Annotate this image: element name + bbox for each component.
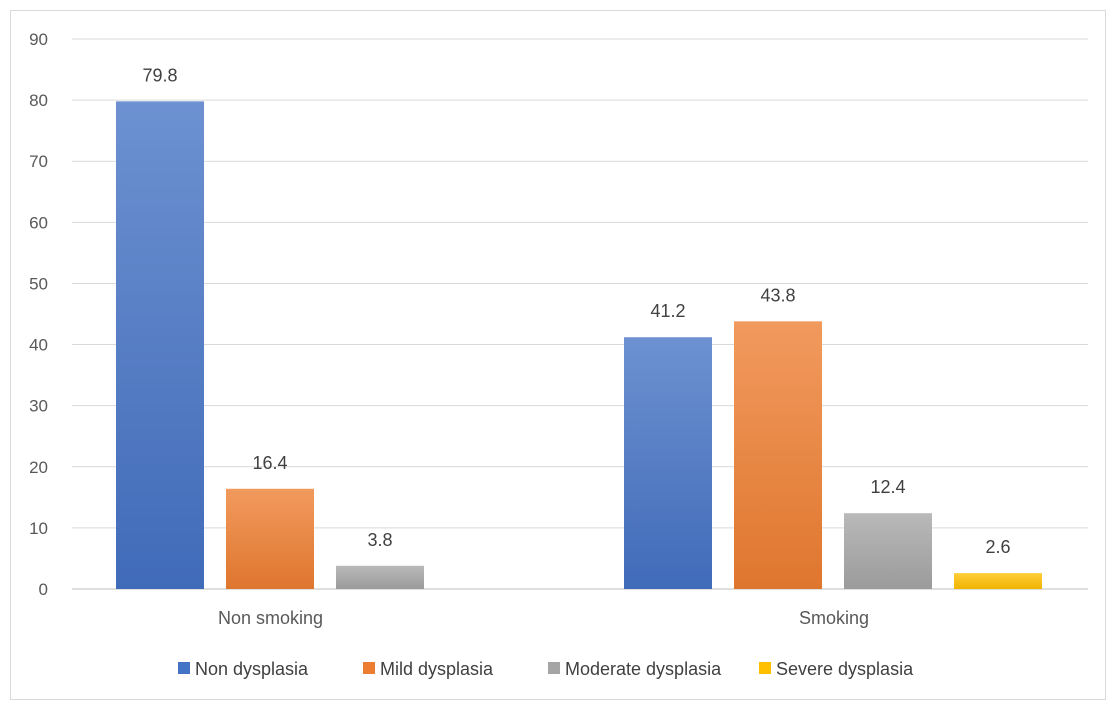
x-category-label: Non smoking bbox=[218, 608, 323, 628]
legend-label: Moderate dysplasia bbox=[565, 659, 722, 679]
legend-swatch bbox=[363, 662, 375, 674]
data-label: 79.8 bbox=[142, 65, 177, 85]
legend-swatch bbox=[759, 662, 771, 674]
legend-item: Severe dysplasia bbox=[759, 659, 914, 679]
legend-swatch bbox=[178, 662, 190, 674]
x-category-label: Smoking bbox=[799, 608, 869, 628]
data-label: 2.6 bbox=[985, 537, 1010, 557]
data-labels: 79.8 16.4 3.8 41.2 43.8 12.4 2.6 bbox=[142, 65, 1010, 557]
bar-moderate-dysplasia bbox=[336, 565, 424, 589]
data-label: 12.4 bbox=[870, 477, 905, 497]
legend: Non dysplasia Mild dysplasia Moderate dysp… bbox=[178, 659, 914, 679]
y-tick-label: 90 bbox=[29, 30, 48, 49]
bar-moderate-dysplasia bbox=[844, 513, 932, 589]
bar-non-dysplasia bbox=[116, 101, 204, 589]
x-axis-category-labels: Non smoking Smoking bbox=[218, 608, 869, 628]
y-tick-label: 60 bbox=[29, 213, 48, 232]
bar-mild-dysplasia bbox=[734, 321, 822, 589]
legend-item: Mild dysplasia bbox=[363, 659, 494, 679]
data-label: 43.8 bbox=[760, 285, 795, 305]
y-tick-label: 50 bbox=[29, 274, 48, 293]
data-label: 16.4 bbox=[252, 453, 287, 473]
legend-item: Non dysplasia bbox=[178, 659, 309, 679]
bar-severe-dysplasia bbox=[954, 573, 1042, 589]
legend-label: Mild dysplasia bbox=[380, 659, 494, 679]
y-axis-tick-labels: 0 10 20 30 40 50 60 70 80 90 bbox=[29, 30, 48, 599]
legend-label: Non dysplasia bbox=[195, 659, 309, 679]
legend-swatch bbox=[548, 662, 560, 674]
legend-item: Moderate dysplasia bbox=[548, 659, 722, 679]
gridlines bbox=[72, 38, 1088, 590]
bar-mild-dysplasia bbox=[226, 488, 314, 589]
data-label: 41.2 bbox=[650, 301, 685, 321]
y-tick-label: 0 bbox=[39, 580, 48, 599]
y-tick-label: 80 bbox=[29, 91, 48, 110]
legend-label: Severe dysplasia bbox=[776, 659, 914, 679]
y-tick-label: 20 bbox=[29, 458, 48, 477]
y-tick-label: 70 bbox=[29, 152, 48, 171]
bars bbox=[116, 101, 1042, 589]
y-tick-label: 40 bbox=[29, 336, 48, 355]
y-tick-label: 10 bbox=[29, 519, 48, 538]
bar-non-dysplasia bbox=[624, 337, 712, 589]
data-label: 3.8 bbox=[367, 530, 392, 550]
y-tick-label: 30 bbox=[29, 397, 48, 416]
